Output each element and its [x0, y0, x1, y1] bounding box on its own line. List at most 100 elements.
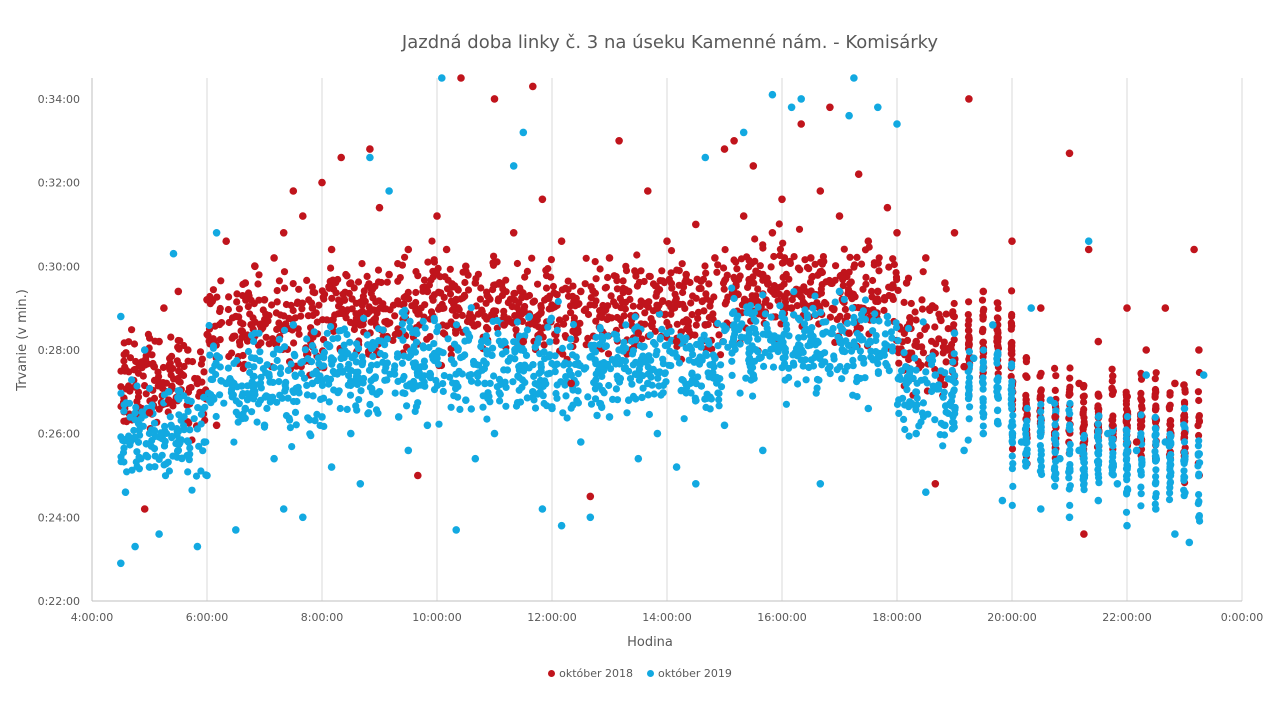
cloud-point — [915, 422, 923, 430]
cloud-point — [174, 336, 182, 345]
cloud-point — [1166, 489, 1174, 497]
cloud-point — [212, 370, 220, 379]
cloud-point — [598, 336, 607, 344]
cloud-point — [148, 351, 156, 359]
point-2018 — [807, 254, 815, 262]
cloud-point — [309, 392, 317, 400]
cloud-point — [694, 373, 702, 381]
cloud-point — [978, 378, 987, 386]
cloud-point — [979, 413, 988, 421]
cloud-point — [401, 389, 409, 398]
cloud-point — [239, 320, 247, 328]
cloud-point — [273, 345, 281, 353]
cloud-point — [775, 290, 784, 298]
cloud-point — [196, 348, 205, 356]
cloud-point — [937, 317, 945, 325]
cloud-point — [721, 300, 729, 308]
cloud-point — [648, 323, 656, 331]
point-2018 — [385, 270, 393, 279]
cloud-point — [928, 387, 936, 396]
cloud-point — [144, 453, 152, 461]
point-2019 — [816, 480, 825, 488]
cloud-point — [887, 328, 896, 336]
cloud-point — [780, 359, 789, 368]
point-2019 — [1094, 496, 1103, 505]
cloud-point — [434, 360, 442, 368]
cloud-point — [1051, 364, 1059, 372]
cloud-point — [290, 397, 298, 406]
point-2018 — [730, 137, 738, 145]
x-tick-label: 4:00:00 — [71, 611, 113, 624]
cloud-point — [398, 261, 406, 269]
point-2018 — [874, 287, 882, 296]
cloud-point — [631, 313, 639, 321]
cloud-point — [150, 419, 159, 427]
cloud-point — [183, 451, 191, 460]
point-2019 — [1185, 538, 1194, 547]
point-2019 — [1037, 505, 1045, 513]
cloud-point — [799, 348, 807, 356]
cloud-point — [717, 361, 725, 369]
cloud-point — [632, 371, 640, 379]
point-2019 — [850, 74, 858, 82]
point-2018 — [548, 304, 556, 312]
cloud-point — [391, 312, 399, 320]
point-2019 — [864, 404, 873, 413]
cloud-point — [248, 408, 256, 416]
cloud-point — [949, 308, 957, 316]
point-2019 — [117, 559, 125, 568]
cloud-point — [1122, 426, 1130, 434]
cloud-point — [249, 384, 257, 392]
cloud-point — [918, 305, 927, 313]
cloud-point — [423, 335, 431, 343]
point-2018 — [701, 321, 710, 329]
point-2018 — [739, 212, 748, 220]
cloud-point — [419, 317, 427, 325]
cloud-point — [311, 417, 319, 425]
cloud-point — [420, 357, 428, 365]
cloud-point — [589, 345, 597, 353]
cloud-point — [294, 383, 302, 391]
cloud-point — [793, 347, 801, 355]
point-2019 — [950, 329, 959, 338]
cloud-point — [628, 380, 636, 388]
point-2019 — [586, 513, 595, 522]
cloud-point — [234, 411, 242, 419]
cloud-point — [166, 413, 174, 421]
cloud-point — [197, 420, 205, 428]
cloud-point — [846, 253, 854, 261]
cloud-point — [489, 307, 498, 315]
cloud-point — [710, 293, 718, 301]
cloud-point — [715, 331, 723, 339]
cloud-point — [747, 310, 756, 318]
cloud-point — [154, 368, 162, 376]
cloud-point — [553, 326, 561, 334]
cloud-point — [303, 335, 311, 343]
cloud-point — [330, 386, 338, 394]
point-2018 — [1022, 354, 1031, 363]
cloud-point — [398, 301, 406, 309]
cloud-point — [1151, 447, 1159, 455]
cloud-point — [546, 338, 554, 346]
cloud-point — [667, 310, 675, 318]
legend-swatch-2018 — [548, 670, 556, 677]
cloud-point — [337, 326, 345, 335]
cloud-point — [701, 262, 709, 270]
point-2018 — [481, 312, 489, 321]
cloud-point — [661, 342, 669, 350]
cloud-point — [275, 378, 283, 386]
cloud-point — [343, 272, 351, 280]
cloud-point — [644, 391, 652, 399]
cloud-point — [907, 299, 915, 308]
cloud-point — [813, 375, 822, 384]
cloud-point — [513, 318, 522, 326]
cloud-point — [848, 304, 857, 312]
cloud-point — [511, 348, 519, 356]
cloud-point — [188, 486, 196, 494]
cloud-point — [843, 362, 852, 370]
cloud-point — [303, 381, 311, 389]
point-2019 — [807, 337, 815, 346]
cloud-point — [336, 404, 344, 413]
cloud-point — [275, 277, 283, 285]
cloud-point — [1152, 480, 1160, 488]
